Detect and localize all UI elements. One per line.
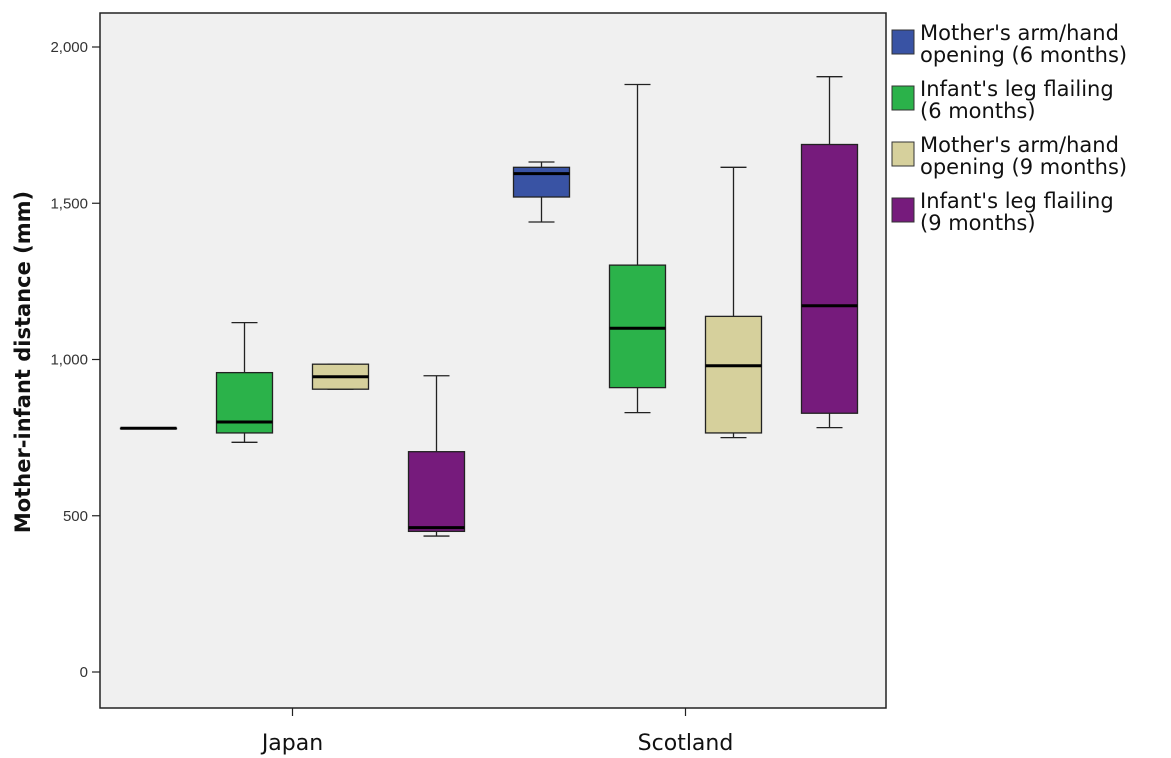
y-tick-label: 500 (63, 508, 88, 525)
y-tick-label: 1,500 (50, 195, 88, 212)
legend-label: (9 months) (920, 211, 1036, 235)
y-tick-label: 1,000 (50, 352, 88, 369)
legend-swatch (891, 29, 915, 55)
box-iqr (407, 451, 466, 533)
box-groups (119, 76, 859, 537)
y-axis: 0 500 1,000 1,500 2,000 (50, 39, 100, 681)
box (119, 426, 178, 430)
box (512, 161, 571, 223)
legend-swatch (891, 85, 915, 111)
x-axis: Japan Scotland (260, 708, 734, 756)
box-iqr (608, 264, 667, 389)
legend-label: opening (9 months) (920, 155, 1127, 179)
box-iqr (704, 315, 763, 434)
legend-label: opening (6 months) (920, 43, 1127, 67)
y-tick-label: 2,000 (50, 39, 88, 56)
x-category-label: Scotland (638, 731, 734, 756)
box (215, 321, 274, 443)
legend-swatch (891, 197, 915, 223)
x-category-label: Japan (260, 731, 323, 756)
box (704, 166, 763, 439)
legend-label: (6 months) (920, 99, 1036, 123)
box-iqr (512, 166, 571, 198)
legend-label: Infant's leg flailing (920, 77, 1114, 101)
legend-label: Mother's arm/hand (920, 21, 1119, 45)
box (407, 375, 466, 537)
legend-swatch (891, 141, 915, 167)
box-iqr (215, 371, 274, 434)
box (608, 83, 667, 414)
box-iqr (800, 143, 859, 414)
legend-label: Mother's arm/hand (920, 133, 1119, 157)
box (800, 76, 859, 429)
box (311, 363, 370, 390)
legend-label: Infant's leg flailing (920, 189, 1114, 213)
y-axis-title: Mother-infant distance (mm) (11, 191, 35, 533)
plot-area (99, 12, 887, 709)
y-tick-label: 0 (80, 664, 88, 681)
